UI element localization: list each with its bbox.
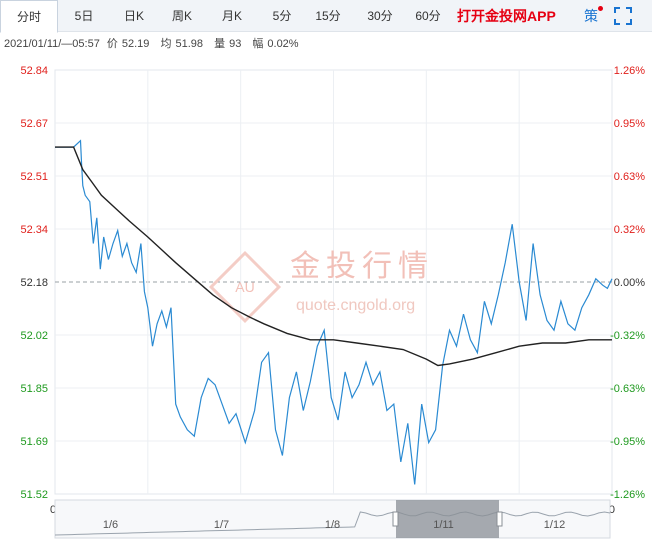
y-percent-tick-label: -0.63%: [610, 383, 645, 395]
tab-5day[interactable]: 5日: [74, 9, 94, 23]
y-percent-tick-label: -0.32%: [610, 330, 645, 342]
navigator-date-label: 1/12: [544, 519, 565, 531]
watermark-url: quote.cngold.org: [296, 297, 415, 314]
y-tick-label: 52.67: [20, 118, 48, 130]
tab-weekly-k[interactable]: 周K: [171, 9, 192, 23]
navigator-date-label: 1/7: [214, 519, 229, 531]
navigator-date-label: 1/11: [433, 519, 454, 531]
quote-datetime: 2021/01/11/—05:57: [4, 38, 100, 50]
price-value: 52.19: [121, 38, 150, 50]
y-tick-label: 51.69: [20, 436, 48, 448]
average-line: [55, 146, 612, 367]
y-percent-tick-label: 0.32%: [614, 224, 645, 236]
y-percent-tick-label: -1.26%: [610, 489, 645, 501]
navigator-line: [54, 511, 611, 536]
navigator-handle-right: [496, 511, 503, 527]
volume-value: 93: [229, 38, 242, 50]
watermark: AU 金投行情 quote.cngold.org: [208, 250, 434, 324]
time-range-navigator[interactable]: 1/6 1/7 1/8 1/11 1/12: [54, 499, 611, 539]
y-tick-label: 52.84: [20, 65, 48, 77]
y-axis-labels: 52.84 52.67 52.51 52.34 52.18 52.02 51.85 51.69…: [20, 65, 48, 501]
y-percent-tick-label: 1.26%: [614, 65, 645, 77]
y-tick-label: 52.51: [20, 171, 48, 183]
y-percent-tick-label: 0.00%: [614, 277, 645, 289]
navigator-track: [54, 499, 611, 539]
period-tab-bar: 分时 5日 日K 周K 月K 5分 15分 30分 60分 打开金投网APP 策: [0, 0, 652, 33]
y-tick-label: 52.18: [20, 277, 48, 289]
tab-5min[interactable]: 5分: [272, 9, 292, 23]
tab-monthly-k[interactable]: 月K: [221, 9, 242, 23]
y-tick-label: 51.85: [20, 383, 48, 395]
volume-label: 量: [214, 38, 226, 50]
change-label: 幅: [252, 38, 264, 50]
tab-15min[interactable]: 15分: [315, 9, 341, 23]
watermark-title: 金投行情: [290, 250, 434, 283]
notification-dot: [598, 6, 603, 11]
y-tick-label: 52.34: [20, 224, 48, 236]
tab-60min[interactable]: 60分: [415, 9, 441, 23]
navigator-handle-left: [392, 511, 399, 527]
tab-daily-k[interactable]: 日K: [123, 9, 144, 23]
y-percent-tick-label: 0.63%: [614, 171, 645, 183]
navigator-selection: [396, 500, 499, 538]
intraday-chart[interactable]: AU 金投行情 quote.cngold.org 52.84 52.67 52.51…: [0, 54, 652, 546]
y-tick-label: 51.52: [20, 489, 48, 501]
y-axis-percent-labels: 1.26% 0.95% 0.63% 0.32% 0.00% -0.32% -0.63% -0.…: [610, 65, 645, 501]
average-label: 均: [160, 38, 172, 50]
chart-series: [55, 139, 613, 485]
strategy-button[interactable]: 策: [584, 0, 603, 32]
y-percent-tick-label: -0.95%: [610, 436, 645, 448]
y-tick-label: 52.02: [20, 330, 48, 342]
fullscreen-icon[interactable]: [614, 7, 632, 25]
average-value: 51.98: [175, 38, 204, 50]
navigator-date-label: 1/8: [325, 519, 340, 531]
tab-timeshare[interactable]: 分时: [0, 0, 58, 33]
quote-info-bar: 2021/01/11/—05:57 价 52.19 均 51.98 量 93 幅 0.0…: [4, 36, 303, 52]
strategy-label: 策: [584, 8, 598, 24]
y-percent-tick-label: 0.95%: [614, 118, 645, 130]
watermark-logo-icon: [208, 250, 282, 324]
watermark-logo-text: AU: [235, 279, 254, 295]
price-line: [55, 139, 613, 485]
open-app-link[interactable]: 打开金投网APP: [457, 8, 556, 24]
price-label: 价: [106, 38, 118, 50]
navigator-date-label: 1/6: [103, 519, 118, 531]
change-value: 0.02%: [267, 38, 299, 50]
tab-30min[interactable]: 30分: [367, 9, 393, 23]
